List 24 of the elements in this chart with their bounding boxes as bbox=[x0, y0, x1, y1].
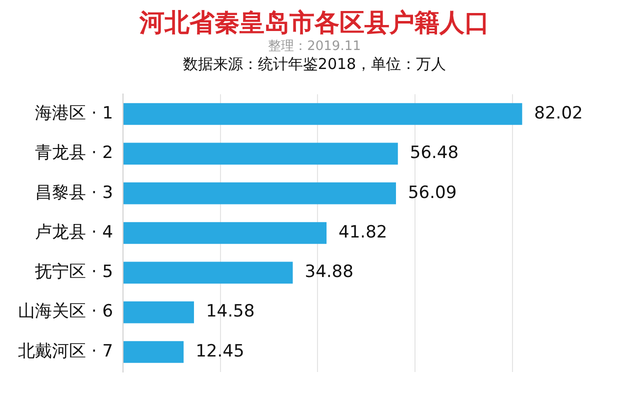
data-label: 82.02 bbox=[534, 103, 583, 124]
y-tick-label: 北戴河区 · 7 bbox=[18, 341, 114, 362]
data-label: 34.88 bbox=[304, 262, 354, 282]
bar bbox=[124, 222, 327, 244]
y-tick-label: 卢龙县 · 4 bbox=[34, 222, 114, 242]
source-note: 数据来源：统计年鉴2018，单位：万人 bbox=[182, 55, 448, 74]
y-tick-label: 海港区 · 1 bbox=[34, 103, 114, 124]
bar bbox=[124, 142, 398, 165]
data-label: 14.58 bbox=[206, 302, 255, 322]
y-tick-label: 昌黎县 · 3 bbox=[34, 182, 114, 203]
y-tick-label: 山海关区 · 6 bbox=[18, 302, 114, 322]
chart-subtitle: 整理：2019.11 bbox=[267, 38, 362, 55]
data-label: 41.82 bbox=[338, 222, 388, 242]
y-tick-label: 青龙县 · 2 bbox=[34, 143, 114, 164]
bar bbox=[124, 182, 396, 204]
bar bbox=[124, 262, 293, 284]
bar bbox=[124, 341, 184, 363]
data-label: 56.48 bbox=[410, 143, 459, 164]
bar bbox=[124, 103, 522, 125]
chart-title: 河北省秦皇岛市各区县户籍人口 bbox=[138, 8, 490, 38]
bar bbox=[124, 301, 194, 324]
y-tick-label: 抚宁区 · 5 bbox=[34, 262, 114, 282]
data-label: 56.09 bbox=[408, 182, 457, 203]
data-label: 12.45 bbox=[196, 341, 244, 362]
